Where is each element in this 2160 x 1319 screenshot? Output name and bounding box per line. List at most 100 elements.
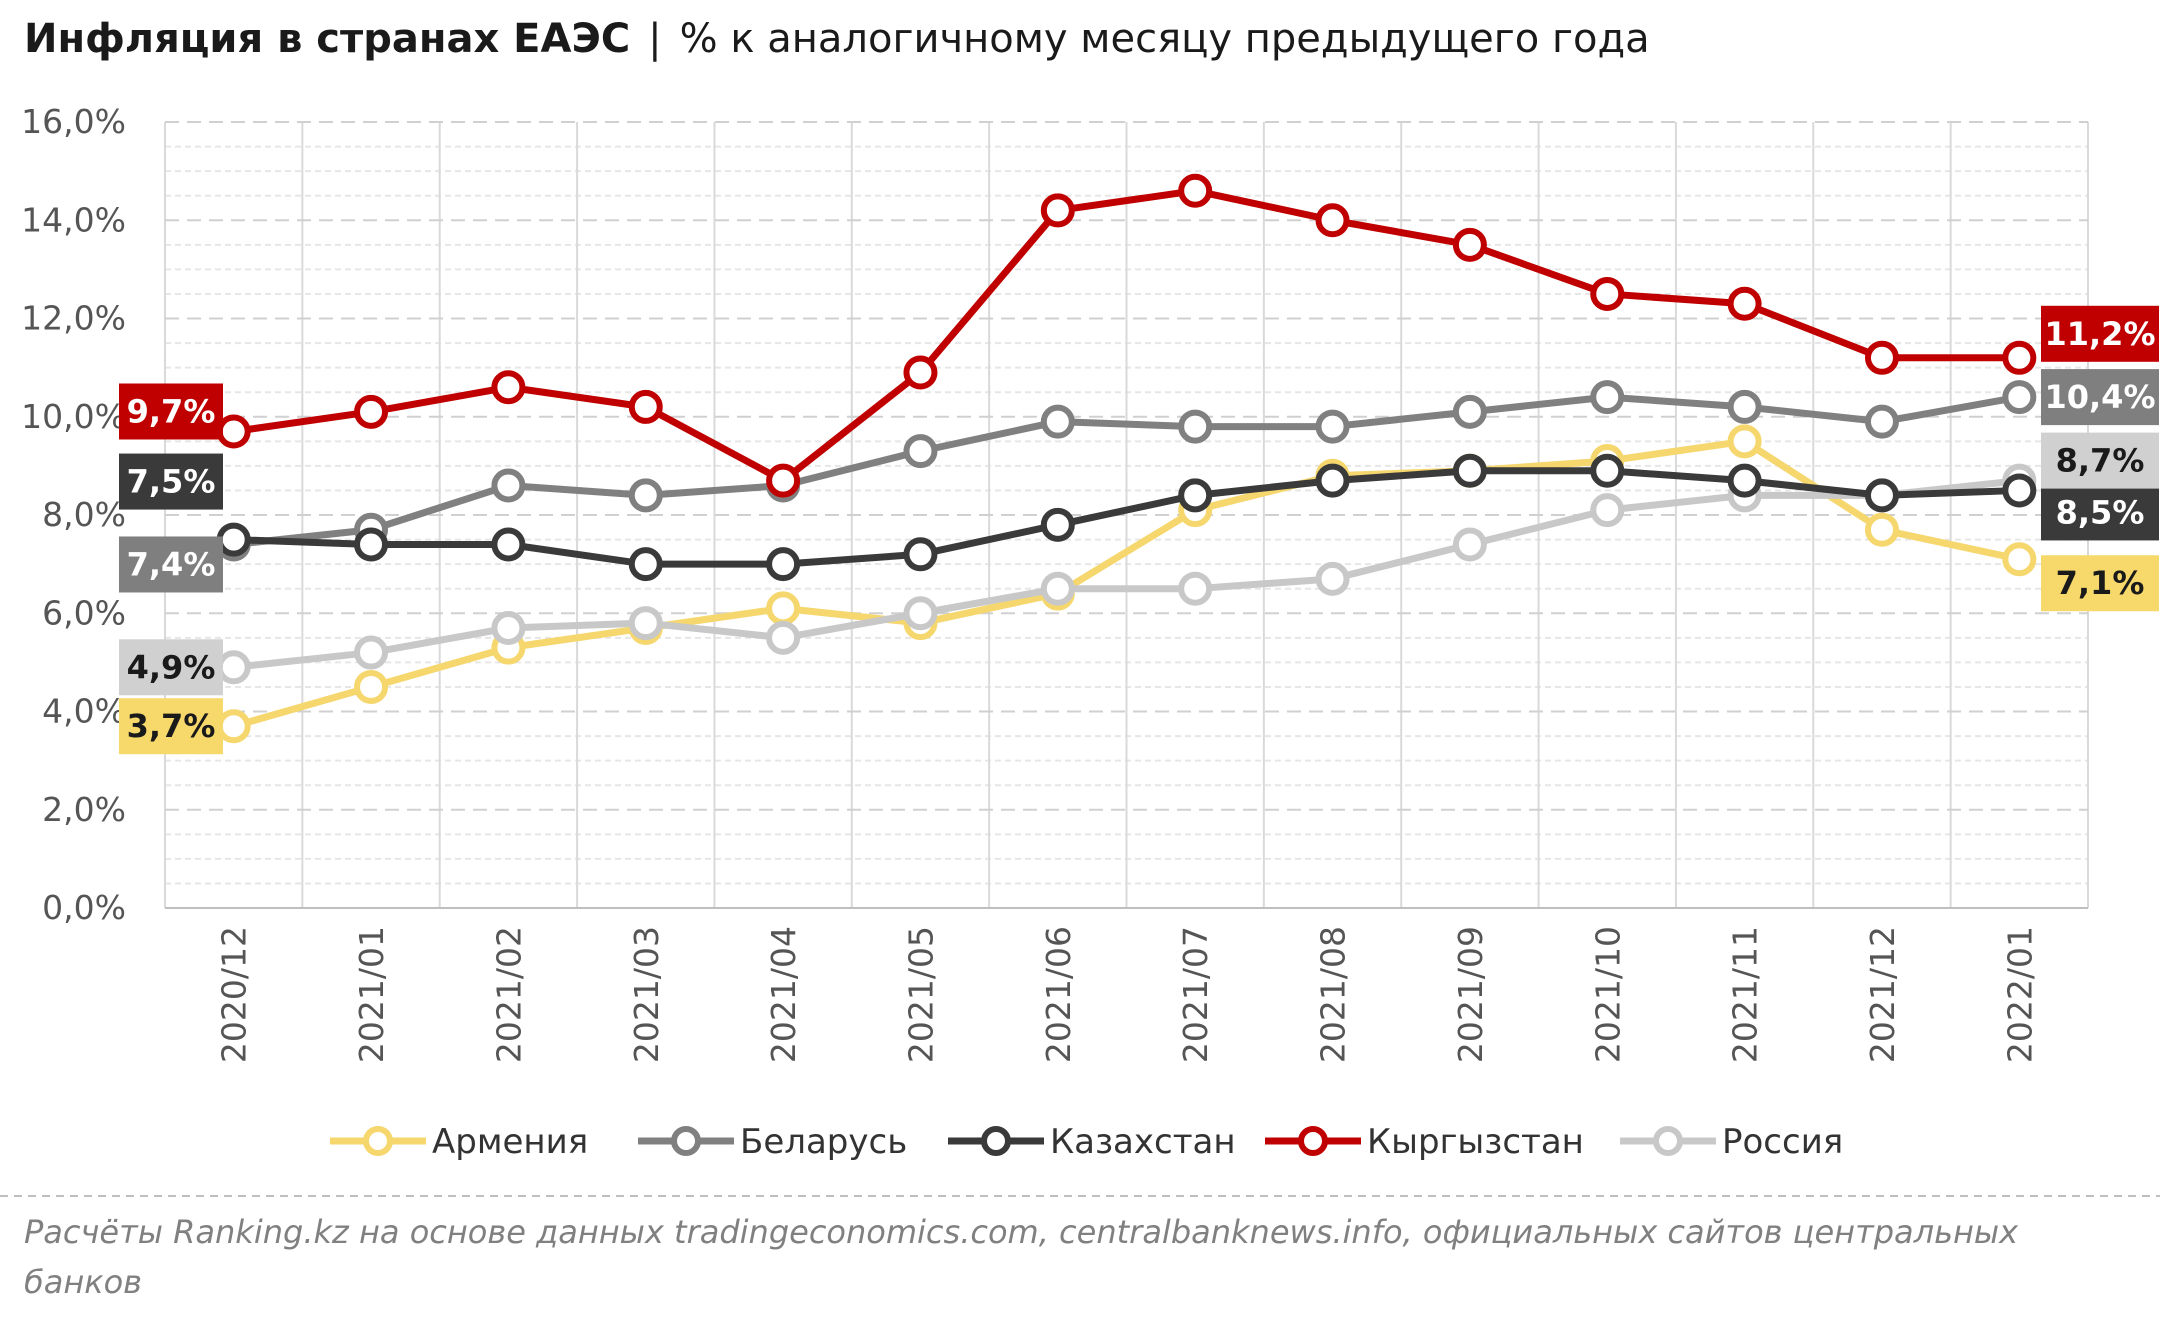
legend-item-Казахстан: Казахстан <box>948 1122 1236 1162</box>
series-line <box>230 437 2023 730</box>
data-point <box>354 527 389 562</box>
data-point <box>1178 173 1213 208</box>
y-tick-label: 14,0% <box>21 200 126 239</box>
data-label-text: 7,5% <box>127 463 216 501</box>
data-point <box>1452 394 1487 429</box>
data-point <box>1727 424 1762 459</box>
data-point <box>628 547 663 582</box>
series-Казахстан <box>216 453 2037 582</box>
data-point <box>216 414 251 449</box>
start-label-Казахстан: 7,5% <box>119 453 223 510</box>
series-Кыргызстан <box>216 173 2037 498</box>
data-point <box>1315 409 1350 444</box>
data-label-bg <box>2041 555 2159 612</box>
data-point <box>1040 193 1075 228</box>
data-point <box>628 389 663 424</box>
data-label-bg <box>119 383 223 440</box>
y-tick-label: 8,0% <box>42 495 126 534</box>
legend-item-Беларусь: Беларусь <box>638 1122 907 1162</box>
x-tick-label: 2021/10 <box>1588 926 1627 1063</box>
data-point <box>1040 507 1075 542</box>
data-point <box>766 463 801 498</box>
legend-label: Казахстан <box>1050 1122 1236 1162</box>
data-point <box>216 522 251 557</box>
start-label-Россия: 4,9% <box>119 639 223 696</box>
legend-swatch-marker <box>981 1126 1011 1156</box>
x-tick-label: 2020/12 <box>215 926 254 1063</box>
grid <box>164 121 2089 909</box>
y-axis: 0,0% 2,0% 4,0% 6,0% 8,0% 10,0% 12,0% 14,0% 16,0% <box>21 102 126 927</box>
data-point <box>1590 380 1625 415</box>
legend-swatch-marker <box>1653 1126 1683 1156</box>
source-line-1: Расчёты Ranking.kz на основе данных trad… <box>24 1213 2019 1251</box>
y-tick-label: 2,0% <box>42 790 126 829</box>
legend-swatch-marker <box>1298 1126 1328 1156</box>
x-axis: 2020/12 2021/01 2021/02 2021/03 2021/04 2021/… <box>165 907 2088 1063</box>
data-point <box>1040 404 1075 439</box>
series-line <box>230 393 2023 548</box>
series-layer <box>216 173 2037 744</box>
legend-item-Армения: Армения <box>330 1122 588 1162</box>
legend: Армения Беларусь Казахстан Кыргызстан Россия <box>330 1122 1843 1162</box>
y-tick-label: 6,0% <box>42 593 126 632</box>
data-point <box>903 355 938 390</box>
data-point <box>1178 409 1213 444</box>
data-point <box>628 606 663 641</box>
data-point <box>1727 286 1762 321</box>
data-point <box>354 394 389 429</box>
data-point <box>354 669 389 704</box>
data-point <box>1178 571 1213 606</box>
data-point <box>1727 389 1762 424</box>
data-point <box>1864 340 1899 375</box>
x-tick-label: 2021/05 <box>901 926 940 1063</box>
data-point <box>903 434 938 469</box>
data-point <box>1452 527 1487 562</box>
x-tick-label: 2021/02 <box>489 926 528 1063</box>
x-tick-label: 2021/01 <box>352 926 391 1063</box>
data-point <box>1315 463 1350 498</box>
x-tick-label: 2021/07 <box>1176 926 1215 1063</box>
data-point <box>766 620 801 655</box>
chart-title: Инфляция в странах ЕАЭС <box>24 16 630 62</box>
legend-item-Кыргызстан: Кыргызстан <box>1265 1122 1584 1162</box>
chart-title-line: Инфляция в странах ЕАЭС | % к аналогично… <box>24 16 1650 62</box>
legend-swatch-marker <box>671 1126 701 1156</box>
data-point <box>216 650 251 685</box>
data-label-bg <box>119 639 223 696</box>
data-point <box>491 370 526 405</box>
end-label-Россия: 8,7% <box>2041 432 2159 489</box>
end-label-Кыргызстан: 11,2% <box>2041 305 2159 362</box>
x-tick-label: 2021/06 <box>1039 926 1078 1063</box>
data-point <box>2002 473 2037 508</box>
legend-item-Россия: Россия <box>1620 1122 1843 1162</box>
data-label-text: 11,2% <box>2044 315 2155 353</box>
start-label-Армения: 3,7% <box>119 698 223 755</box>
data-labels: 3,7% 7,1% 7,4% 10,4% 7,5% 8,5% 9,7% 11,2% 4,9% 8,… <box>119 305 2159 755</box>
series-line <box>230 187 2023 485</box>
data-point <box>2002 542 2037 577</box>
data-point <box>216 709 251 744</box>
data-point <box>1315 203 1350 238</box>
data-label-bg <box>2041 305 2159 362</box>
data-point <box>903 596 938 631</box>
data-point <box>1040 571 1075 606</box>
series-line <box>230 477 2023 671</box>
legend-label: Россия <box>1722 1122 1843 1162</box>
chart-subtitle: % к аналогичному месяцу предыдущего года <box>680 16 1650 62</box>
data-label-bg <box>2041 369 2159 426</box>
data-label-bg <box>119 453 223 510</box>
data-label-text: 7,4% <box>127 545 216 583</box>
legend-label: Беларусь <box>740 1122 907 1162</box>
x-tick-label: 2021/09 <box>1451 926 1490 1063</box>
x-tick-label: 2021/11 <box>1726 926 1765 1063</box>
data-point <box>354 635 389 670</box>
data-point <box>2002 380 2037 415</box>
data-label-text: 10,4% <box>2044 378 2155 416</box>
data-point <box>2002 340 2037 375</box>
data-point <box>1590 493 1625 528</box>
data-point <box>766 591 801 626</box>
data-point <box>903 537 938 572</box>
series-line <box>230 467 2023 568</box>
x-tick-label: 2022/01 <box>2000 926 2039 1063</box>
legend-label: Кыргызстан <box>1367 1122 1584 1162</box>
